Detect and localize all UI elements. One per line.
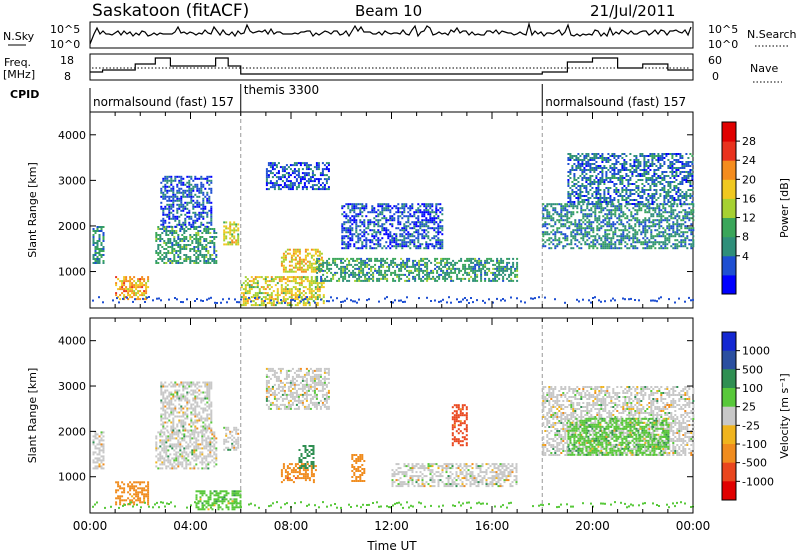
colorbar-swatch	[722, 141, 736, 161]
colorbar-tick-label: 28	[742, 135, 756, 148]
freq-right-tick-bottom: 0	[712, 70, 719, 83]
cpid-row: normalsound (fast) 157 themis 3300 normals…	[90, 83, 686, 112]
freq-left-tick-top: 18	[60, 54, 74, 67]
y-tick-label: 3000	[58, 174, 86, 187]
colorbar-swatch	[722, 332, 736, 351]
freq-left-tick-bottom: 8	[64, 70, 71, 83]
colorbar-tick-label: 8	[742, 231, 749, 244]
nsky-trace	[90, 24, 691, 44]
colorbar-label: Power [dB]	[778, 178, 791, 238]
colorbar-tick-label: -1000	[742, 475, 774, 488]
nsky-right-tick-top: 10^5	[708, 23, 738, 36]
nsearch-label: N.Search	[747, 28, 797, 41]
colorbar-swatch	[722, 122, 736, 142]
colorbar-swatch	[722, 463, 736, 482]
station-title: Saskatoon (fitACF)	[92, 1, 249, 21]
colorbar-swatch	[722, 237, 736, 257]
colorbar-tick-label: -100	[742, 438, 767, 451]
colorbar-tick-label: 16	[742, 192, 756, 205]
colorbar-label: Velocity [m s⁻¹]	[778, 373, 791, 458]
colorbar-swatch	[722, 256, 736, 276]
y-axis-label: Slant Range [km]	[26, 368, 39, 464]
x-tick-label: 00:00	[676, 519, 711, 533]
colorbar-tick-label: 4	[742, 250, 749, 263]
colorbar-swatch	[722, 481, 736, 500]
cpid-segment-label: normalsound (fast) 157	[93, 95, 234, 109]
colorbar-swatch	[722, 369, 736, 388]
colorbar-tick-label: 25	[742, 401, 756, 414]
colorbar-tick-label: 24	[742, 154, 756, 167]
velocity-panel: 1000 2000 3000 4000 Slant Range [km] 00:00 04:…	[26, 318, 710, 533]
cpid-segment-label: themis 3300	[244, 83, 319, 97]
cpid-label: CPID	[10, 88, 39, 101]
colorbar-tick-label: -25	[742, 419, 760, 432]
colorbar-tick-label: 20	[742, 173, 756, 186]
y-axis-label: Slant Range [km]	[26, 162, 39, 258]
colorbar-swatch	[722, 275, 736, 295]
nsky-right-tick-bottom: 10^0	[708, 38, 738, 51]
x-tick-label: 04:00	[173, 519, 208, 533]
nsky-left-tick-top: 10^5	[50, 23, 80, 36]
y-tick-label: 2000	[58, 425, 86, 438]
x-tick-label: 20:00	[575, 519, 610, 533]
colorbar-swatch	[722, 388, 736, 407]
y-tick-label: 4000	[58, 129, 86, 142]
nsky-left-tick-bottom: 10^0	[50, 38, 80, 51]
y-tick-label: 2000	[58, 220, 86, 233]
freq-right-tick-top: 60	[708, 54, 722, 67]
x-tick-label: 16:00	[475, 519, 510, 533]
colorbar-swatch	[722, 407, 736, 426]
x-tick-label: 00:00	[73, 519, 108, 533]
y-tick-label: 1000	[58, 471, 86, 484]
nave-label: Nave	[750, 62, 778, 75]
colorbar-swatch	[722, 218, 736, 238]
colorbar-tick-label: 500	[742, 363, 763, 376]
colorbar-swatch	[722, 351, 736, 370]
cpid-segment-label: normalsound (fast) 157	[545, 95, 686, 109]
nsky-left-label: N.Sky	[3, 30, 35, 43]
colorbar-tick-label: 100	[742, 382, 763, 395]
x-tick-label: 12:00	[374, 519, 409, 533]
colorbar-tick-label: 12	[742, 212, 756, 225]
beam-label: Beam 10	[355, 2, 422, 20]
x-tick-label: 08:00	[274, 519, 309, 533]
time-axis-label: Time UT	[366, 539, 417, 553]
freq-trace	[90, 58, 693, 74]
power-panel: 1000 2000 3000 4000 Slant Range [km]	[26, 112, 694, 308]
colorbar-swatch	[722, 444, 736, 463]
y-tick-label: 4000	[58, 335, 86, 348]
power-colorbar: 28 24 20 16 12 8 4 Power [dB]	[722, 122, 791, 295]
y-tick-label: 1000	[58, 266, 86, 279]
colorbar-tick-label: 1000	[742, 345, 770, 358]
freq-label-line2: [MHz]	[3, 68, 35, 81]
velocity-colorbar: 1000 500 100 25 -25 -100 -500 -1000 Velocity [m …	[722, 332, 791, 501]
colorbar-swatch	[722, 179, 736, 199]
colorbar-swatch	[722, 425, 736, 444]
colorbar-tick-label: -500	[742, 457, 767, 470]
date-label: 21/Jul/2011	[590, 2, 675, 20]
colorbar-swatch	[722, 160, 736, 180]
y-tick-label: 3000	[58, 380, 86, 393]
colorbar-swatch	[722, 198, 736, 218]
